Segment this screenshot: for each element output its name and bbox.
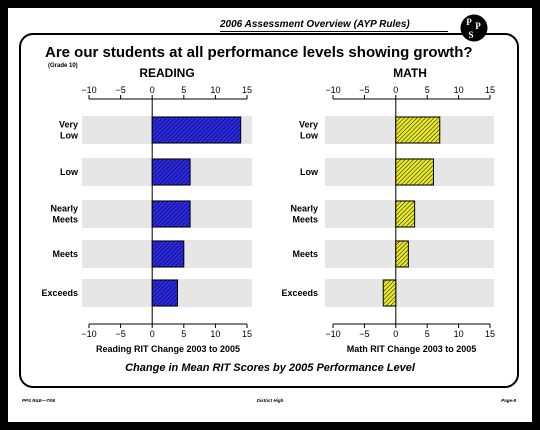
math-row-band [325, 240, 494, 268]
math-bottom-tick-label: −5 [359, 329, 369, 339]
logo-letter-2: P [475, 21, 481, 31]
math-category-label: Nearly [290, 204, 318, 214]
reading-category-label: Exceeds [41, 288, 78, 298]
header-rule [220, 31, 448, 32]
reading-top-tick-label: 5 [181, 85, 186, 95]
math-top-tick-label: 5 [425, 85, 430, 95]
reading-top-tick-label: 0 [150, 85, 155, 95]
math-top-tick-label: −10 [325, 85, 340, 95]
math-top-tick-label: 15 [485, 85, 495, 95]
reading-bar [151, 240, 185, 268]
math-chart-title: MATH [393, 66, 427, 80]
reading-chart-title: READING [139, 66, 195, 80]
math-category-label: Meets [292, 249, 318, 259]
math-bar [395, 240, 409, 268]
reading-category-label: Nearly [50, 204, 78, 214]
chart-caption: Change in Mean RIT Scores by 2005 Perfor… [125, 362, 415, 374]
math-row-band [325, 279, 494, 307]
reading-bar [151, 200, 191, 228]
math-category-label: Low [300, 131, 319, 141]
reading-category-label: Very [59, 120, 78, 130]
grade-label: (Grade 10) [48, 63, 78, 69]
math-category-label: Very [299, 120, 318, 130]
reading-bar [151, 279, 178, 307]
logo-letter-3: S [468, 30, 473, 40]
reading-bottom-tick-label: 10 [210, 329, 220, 339]
math-bottom-tick-label: −10 [325, 329, 340, 339]
report-header: 2006 Assessment Overview (AYP Rules) [220, 19, 410, 30]
math-bar [395, 200, 416, 228]
reading-bottom-tick-label: 15 [242, 329, 252, 339]
reading-bottom-tick-label: 0 [150, 329, 155, 339]
math-bottom-tick-label: 10 [454, 329, 464, 339]
content-frame [19, 33, 519, 388]
math-category-label: Low [300, 167, 319, 177]
math-top-tick-label: 0 [393, 85, 398, 95]
math-bar [395, 116, 441, 144]
math-top-tick-label: 10 [454, 85, 464, 95]
reading-bottom-tick-label: −10 [81, 329, 96, 339]
reading-bottom-tick-label: 5 [181, 329, 186, 339]
reading-category-label: Meets [52, 249, 78, 259]
reading-top-tick-label: 10 [210, 85, 220, 95]
reading-top-tick-label: 15 [242, 85, 252, 95]
pps-logo-icon: P P S [460, 14, 488, 42]
math-bar [382, 279, 397, 307]
reading-top-tick-label: −10 [81, 85, 96, 95]
math-category-label: Exceeds [281, 288, 318, 298]
reading-category-label: Low [60, 167, 79, 177]
reading-category-label: Low [60, 131, 79, 141]
reading-bar [151, 116, 242, 144]
footer-left: PPS R&E—7/06 [22, 398, 56, 403]
page-title: Are our students at all performance leve… [45, 44, 473, 61]
reading-x-axis-label: Reading RIT Change 2003 to 2005 [96, 344, 240, 354]
math-bottom-tick-label: 0 [393, 329, 398, 339]
math-category-label: Meets [292, 215, 318, 225]
reading-bottom-tick-label: −5 [115, 329, 125, 339]
math-bar [395, 158, 434, 186]
math-x-axis-label: Math RIT Change 2003 to 2005 [347, 344, 477, 354]
footer-right: Page-8 [501, 398, 516, 403]
reading-category-label: Meets [52, 215, 78, 225]
footer-center: District High [256, 398, 284, 403]
math-top-tick-label: −5 [359, 85, 369, 95]
reading-bar [151, 158, 191, 186]
reading-top-tick-label: −5 [115, 85, 125, 95]
logo-letter-1: P [466, 17, 472, 27]
math-bottom-tick-label: 5 [425, 329, 430, 339]
math-bottom-tick-label: 15 [485, 329, 495, 339]
